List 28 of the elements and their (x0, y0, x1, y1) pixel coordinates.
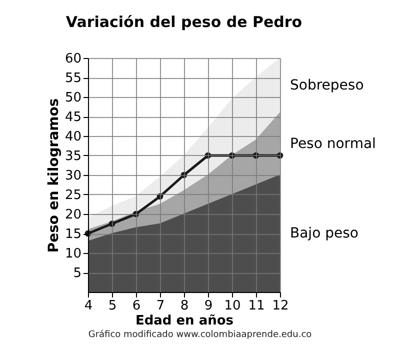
series-label: Peso normal (290, 136, 376, 152)
y-tick-label: 30 (64, 168, 82, 184)
x-tick-label: 9 (204, 298, 213, 314)
y-tick-label: 25 (64, 188, 82, 203)
y-tick-label: 15 (64, 227, 82, 242)
x-tick-label: 4 (84, 298, 93, 314)
y-tick-label: 45 (64, 110, 82, 125)
y-tick-label: 40 (64, 130, 82, 144)
x-tick-label: 5 (108, 298, 117, 314)
text: Gráfico modificado www.colombiaaprende.edu.co (87, 330, 313, 340)
x-tick-label: 8 (180, 298, 189, 314)
y-tick-label: 10 (64, 246, 82, 262)
x-tick-label: 11 (248, 298, 265, 314)
y-tick-label: 60 (64, 52, 82, 66)
series-label: Bajo peso (290, 226, 358, 242)
x-tick-label: 12 (272, 298, 289, 314)
y-axis-title: Peso en kilogramos (46, 98, 62, 253)
chart-title: Variación del peso de Pedro (66, 13, 302, 31)
x-tick-label: 7 (156, 298, 165, 314)
y-tick-label: 55 (64, 71, 82, 86)
y-tick-label: 35 (64, 149, 82, 164)
y-tick-label: 5 (73, 266, 82, 281)
y-tick-label: 20 (64, 208, 82, 222)
x-axis-title: Edad en años (135, 314, 234, 328)
x-tick-label: 6 (132, 298, 141, 314)
series-label: Sobrepeso (290, 77, 364, 94)
x-tick-label: 10 (224, 298, 241, 314)
y-tick-label: 50 (64, 90, 82, 106)
